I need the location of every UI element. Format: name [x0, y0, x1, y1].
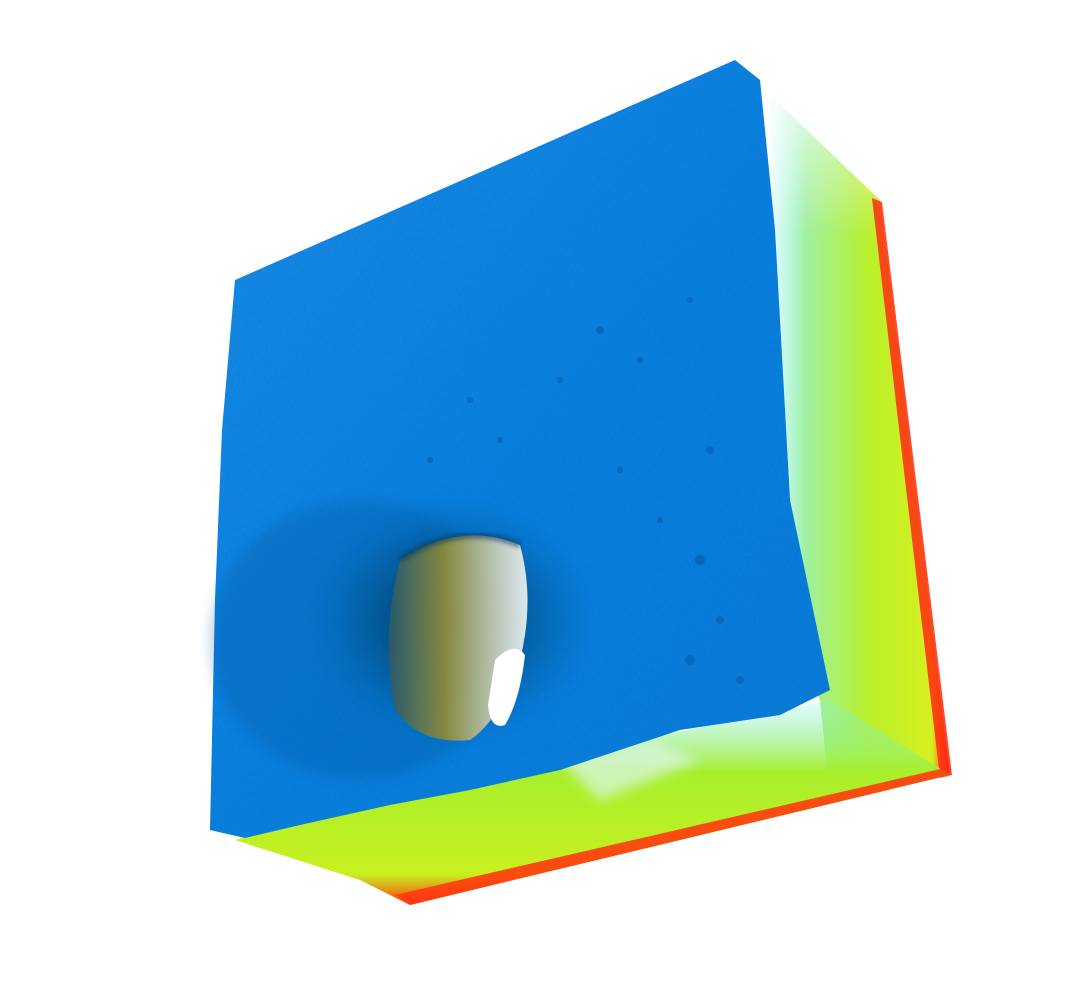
hole — [310, 500, 590, 741]
